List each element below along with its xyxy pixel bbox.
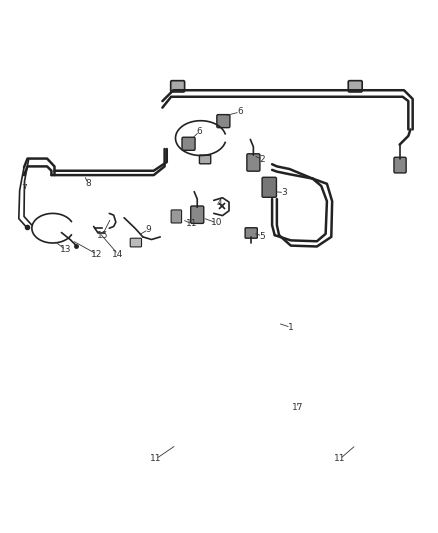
Text: 4: 4 (216, 199, 222, 208)
Text: 6: 6 (197, 127, 202, 136)
FancyBboxPatch shape (191, 206, 204, 223)
Text: 11: 11 (186, 220, 198, 228)
Text: 13: 13 (60, 246, 71, 254)
Text: 14: 14 (112, 250, 124, 259)
Text: 5: 5 (260, 231, 265, 240)
Text: 11: 11 (150, 454, 162, 463)
Text: 3: 3 (281, 188, 287, 197)
Text: 2: 2 (260, 156, 265, 164)
FancyBboxPatch shape (182, 137, 195, 150)
FancyBboxPatch shape (199, 155, 211, 164)
Text: 15: 15 (97, 231, 108, 240)
FancyBboxPatch shape (217, 115, 230, 128)
FancyBboxPatch shape (245, 228, 257, 238)
FancyBboxPatch shape (130, 238, 141, 247)
Text: 1: 1 (288, 323, 294, 332)
Text: 11: 11 (334, 454, 346, 463)
FancyBboxPatch shape (171, 80, 185, 92)
Text: 10: 10 (211, 219, 223, 228)
Text: 7: 7 (21, 184, 27, 192)
FancyBboxPatch shape (171, 210, 182, 223)
Text: 17: 17 (292, 403, 303, 413)
FancyBboxPatch shape (247, 154, 260, 171)
FancyBboxPatch shape (348, 80, 362, 92)
Text: 8: 8 (85, 179, 91, 188)
FancyBboxPatch shape (262, 177, 276, 197)
FancyBboxPatch shape (394, 157, 406, 173)
Text: 6: 6 (237, 108, 243, 117)
Text: 9: 9 (145, 225, 152, 234)
Text: 12: 12 (92, 250, 103, 259)
